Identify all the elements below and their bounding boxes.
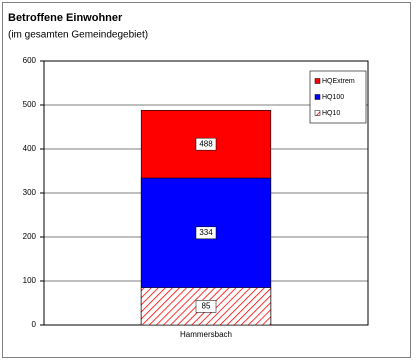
value-label-box <box>195 300 217 313</box>
legend-label: HQExtrem <box>322 78 355 85</box>
y-tick-label: 200 <box>23 232 37 241</box>
legend-label: HQ10 <box>322 110 340 117</box>
y-tick-label: 500 <box>23 100 37 109</box>
value-label: 85 <box>202 301 211 310</box>
value-label: 488 <box>199 139 213 148</box>
chart-subtitle: (im gesamten Gemeindegebiet) <box>8 30 148 41</box>
value-label: 334 <box>199 228 213 237</box>
value-label-box <box>195 226 217 240</box>
chart-title: Betroffene Einwohner <box>8 12 123 24</box>
legend-swatch <box>314 110 321 116</box>
y-tick-label: 0 <box>32 320 37 329</box>
x-tick-label: Hammersbach <box>180 330 232 339</box>
y-tick-label: 300 <box>23 188 37 197</box>
y-tick-label: 100 <box>23 276 37 285</box>
legend-swatch <box>314 78 321 84</box>
legend-label: HQ100 <box>322 94 344 101</box>
y-tick-label: 600 <box>23 56 37 65</box>
value-label-box <box>195 137 217 151</box>
legend-swatch <box>314 94 321 100</box>
y-tick-label: 400 <box>23 144 37 153</box>
